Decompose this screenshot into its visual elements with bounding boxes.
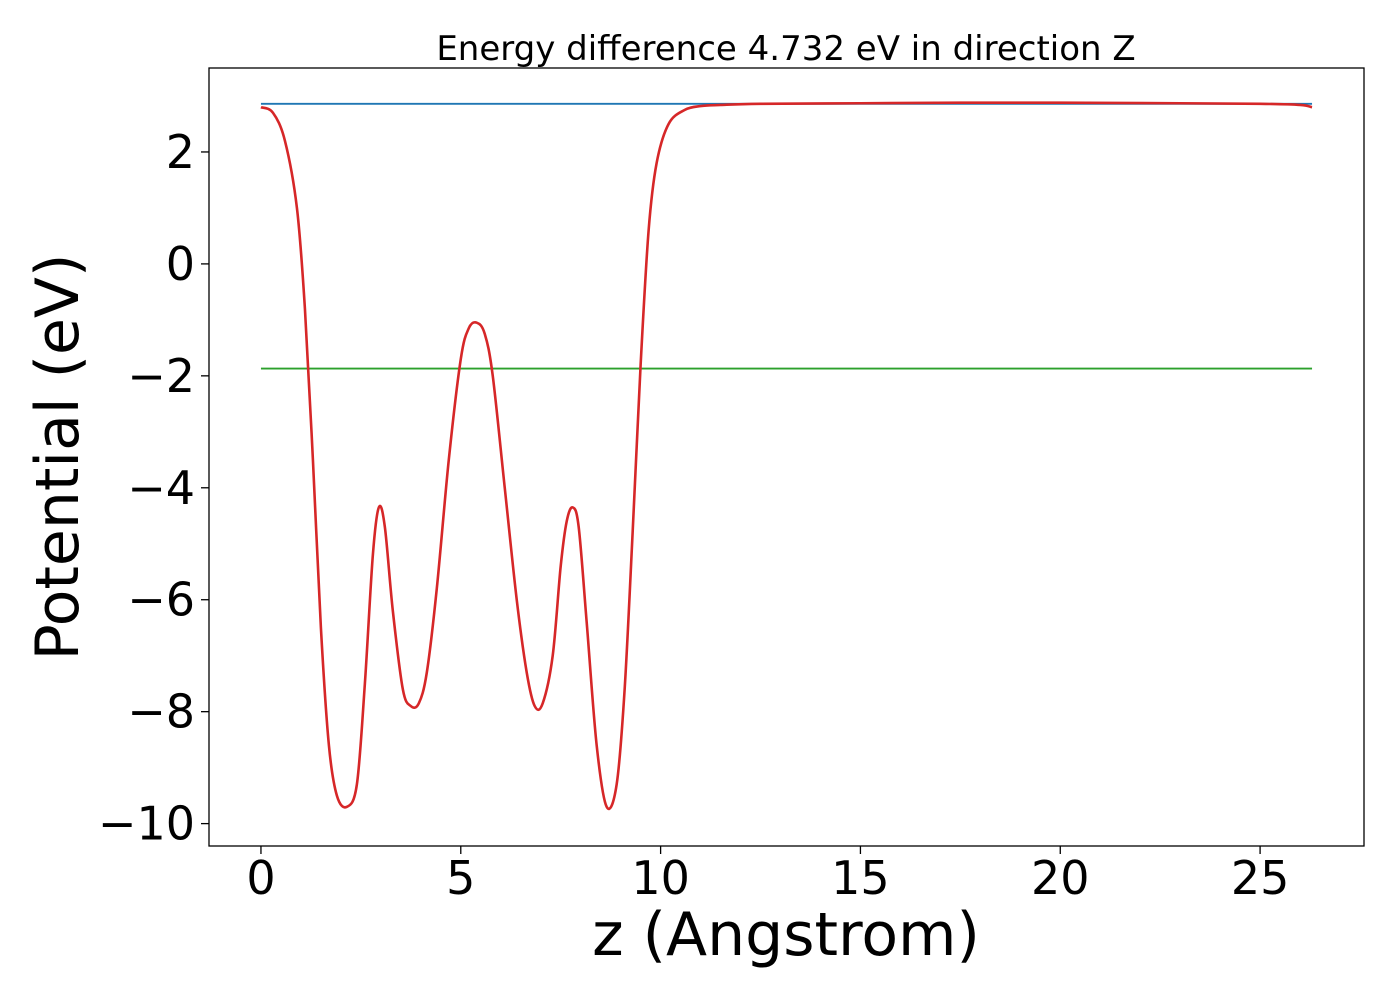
- y-axis-label: Potential (eV): [23, 254, 93, 661]
- x-tick-label: 25: [1231, 851, 1290, 905]
- x-tick-label: 20: [1031, 851, 1090, 905]
- series-layer: [260, 101, 1313, 811]
- x-tick-label: 0: [246, 851, 275, 905]
- x-tick-label: 10: [631, 851, 690, 905]
- y-tick-label: −8: [127, 685, 195, 739]
- x-tick-label: 5: [446, 851, 475, 905]
- y-tick-label: −10: [98, 797, 195, 851]
- y-tick-label: −2: [127, 349, 195, 403]
- chart-title: Energy difference 4.732 eV in direction …: [436, 29, 1135, 69]
- x-axis: 0 5 10 15 20 25: [246, 846, 1289, 905]
- y-axis: 2 0 −2 −4 −6 −8 −10: [98, 125, 209, 851]
- y-tick-label: −4: [127, 461, 195, 515]
- x-tick-label: 15: [831, 851, 890, 905]
- x-axis-label: z (Angstrom): [592, 900, 980, 970]
- plot-frame: [208, 67, 1365, 847]
- y-tick-label: 0: [166, 237, 195, 291]
- y-tick-label: −6: [127, 573, 195, 627]
- series-line-red: [260, 101, 1313, 811]
- y-tick-label: 2: [166, 125, 195, 179]
